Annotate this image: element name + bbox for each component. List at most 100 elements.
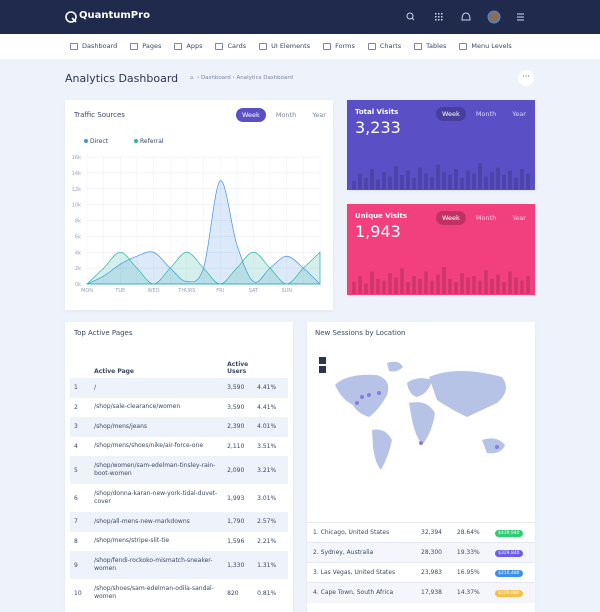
bar [484, 270, 488, 294]
table-cell: 3.01% [257, 494, 277, 502]
bar [520, 280, 524, 294]
y-tick-label: 10k [72, 203, 81, 209]
table-row: 2. Sydney, Australia 28,300 19.33% $329,840 [307, 542, 535, 563]
nav-item[interactable]: Dashboard [70, 42, 117, 50]
more-button[interactable]: ··· [518, 70, 534, 86]
topbar: QuantumPro [0, 0, 600, 34]
breadcrumb: ⌂ › Dashboard › Analytics Dashboard [190, 75, 294, 81]
bar [478, 280, 482, 294]
table-cell: 1 [74, 384, 78, 392]
nav-label: Menu Levels [471, 42, 512, 50]
bar [460, 273, 464, 294]
bar [370, 169, 374, 190]
tab[interactable]: Week [436, 107, 466, 121]
table-cell: 3,590 [227, 403, 245, 411]
bar [394, 277, 398, 294]
table-cell: 32,394 [421, 529, 442, 536]
nav-label: Forms [335, 42, 355, 50]
nav-icon [215, 42, 224, 50]
table-cell: 3. Las Vegas, United States [313, 569, 396, 576]
nav-label: Charts [379, 42, 402, 50]
nav-item[interactable]: Forms [323, 42, 355, 50]
nav-icon [414, 42, 423, 50]
bar [448, 175, 452, 190]
bar [412, 178, 416, 190]
tab[interactable]: Year [512, 110, 526, 118]
tab[interactable]: Month [475, 214, 497, 222]
table-header: Active Page Active Users [70, 352, 288, 378]
bar [454, 169, 458, 190]
world-map [319, 357, 506, 470]
table-cell: /shop/all-mens-new-markdowns [94, 517, 190, 525]
badge: $439,940 [495, 530, 523, 537]
nav-label: Apps [186, 42, 203, 50]
table-cell: 4. Cape Town, South Africa [313, 589, 394, 597]
nav-icon [70, 42, 78, 50]
nav-item[interactable]: UI Elements [259, 42, 310, 50]
nav-item[interactable]: Cards [215, 42, 246, 50]
table-cell: 28,300 [421, 549, 442, 556]
nav-item[interactable]: Charts [367, 42, 402, 50]
table-cell: 4.41% [257, 403, 277, 411]
table-cell: 3.21% [257, 466, 277, 474]
table-row: 4. Cape Town, South Africa 17,938 14.37% $1… [307, 582, 535, 603]
tab[interactable]: Month [475, 110, 497, 118]
table-cell: 0.81% [257, 589, 277, 597]
traffic-card: Traffic Sources Week Month Year 0k 2k 4k 6k 8k… [65, 100, 333, 310]
tab[interactable]: Year [512, 214, 526, 222]
nav-item[interactable]: Tables [414, 42, 446, 50]
bar [496, 167, 500, 190]
card-title: New Sessions by Location [315, 329, 406, 337]
bar [490, 279, 494, 294]
table-cell: $329,840 [491, 543, 535, 563]
pages-table: Active Page Active Users 1/3,590 4.41% 2/sho… [70, 352, 288, 607]
bar [472, 276, 476, 294]
bar [400, 175, 404, 190]
x-tick-label: THURS [177, 288, 195, 294]
sessions-table: 1. Chicago, United States 32,394 28.64% $43… [307, 522, 535, 603]
bar [442, 172, 446, 190]
table-row: 5/shop/women/sam-edelman-tinsley-rain-bo… [70, 456, 288, 484]
y-tick-label: 0k [75, 282, 81, 288]
card-title: Total Visits [355, 108, 399, 116]
nav-item[interactable]: Pages [130, 42, 161, 50]
table-cell: 7 [74, 518, 78, 526]
bar [496, 274, 500, 294]
nav-label: Cards [227, 42, 247, 50]
table-cell: $129,680 [491, 583, 535, 603]
table-cell: /shop/shoes/sam-edelman-odila-sandal-wom… [94, 585, 214, 600]
table-row: 1 / 3,590 4.41% [70, 378, 288, 398]
tab[interactable]: Week [236, 108, 266, 122]
table-cell: 2.21% [257, 537, 277, 545]
nav-item[interactable]: Menu Levels [459, 42, 512, 50]
bar [466, 277, 470, 294]
bar [424, 173, 428, 190]
badge: $329,840 [495, 550, 523, 557]
bar [484, 176, 488, 190]
table-row: 9/shop/fendi-rockoko-mismatch-sneaker-wo… [70, 551, 288, 579]
bar [514, 277, 518, 294]
badge: $210,480 [495, 570, 523, 577]
table-row: 3. Las Vegas, United States 23,983 16.95% $… [307, 562, 535, 583]
table-cell: 5 [74, 466, 78, 474]
nav-icon [259, 42, 268, 50]
table-row: 8/shop/mens/stripe-slit-tie 1,596 2.21% [70, 531, 288, 551]
nav-icon [174, 42, 183, 50]
table-cell: 8 [74, 537, 78, 545]
nav-item[interactable]: Apps [174, 42, 202, 50]
x-tick-label: SUN [281, 288, 292, 294]
table-cell: /shop/mens/stripe-slit-tie [94, 537, 170, 545]
card-title: Traffic Sources [74, 111, 125, 119]
bar [526, 173, 530, 190]
bar [514, 178, 518, 190]
bar [394, 166, 398, 190]
tab[interactable]: Year [312, 111, 326, 119]
bar [370, 271, 374, 294]
table-cell: /shop/women/sam-edelman-tinsley-rain-boo… [94, 462, 216, 477]
tab[interactable]: Month [275, 111, 297, 119]
table-cell: 3.51% [257, 442, 277, 450]
tab[interactable]: Week [436, 211, 466, 225]
table-row: 7/shop/all-mens-new-markdowns 1,790 2.57% [70, 512, 288, 532]
table-row: 2/shop/sale-clearance/women 3,590 4.41% [70, 397, 288, 417]
